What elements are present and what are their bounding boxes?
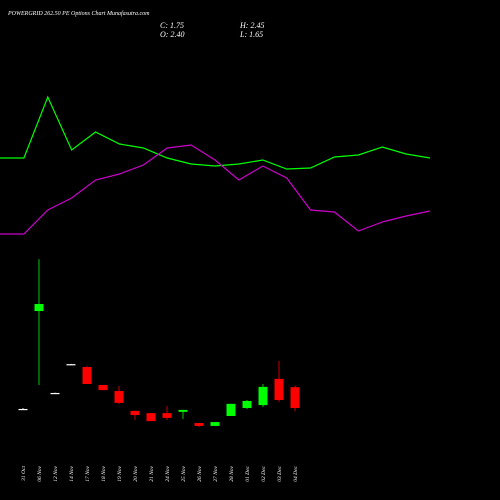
candle-body <box>258 386 268 406</box>
candle-body <box>82 367 92 384</box>
x-tick-label: 18 Nov <box>101 465 107 481</box>
ohlc-label: O: 2.40 <box>160 30 184 39</box>
candle-body <box>290 387 300 408</box>
x-tick-label: 17 Nov <box>85 465 91 481</box>
x-tick-label: 25 Nov <box>181 465 187 481</box>
x-tick-label: 01 Dec <box>245 465 251 481</box>
candle-body <box>178 409 188 412</box>
x-tick-label: 06 Nov <box>37 465 43 481</box>
x-tick-label: 02 Dec <box>261 465 267 481</box>
x-tick-label: 21 Nov <box>149 465 155 481</box>
candle-body <box>146 413 156 422</box>
x-tick-label: 04 Dec <box>292 465 299 481</box>
candle-body <box>130 410 140 416</box>
candle-body <box>242 400 252 408</box>
x-tick-label: 12 Nov <box>53 465 59 481</box>
ohlc-label: C: 1.75 <box>160 21 184 30</box>
candle-body <box>66 364 76 366</box>
candle-body <box>210 422 220 426</box>
x-tick-label: 28 Nov <box>229 465 235 481</box>
chart-title: POWERGRID 262.50 PE Options Chart Munafa… <box>7 10 150 17</box>
x-tick-label: 03 Dec <box>277 465 283 481</box>
x-tick-label: 26 Nov <box>197 465 203 481</box>
ohlc-label: H: 2.45 <box>239 21 264 30</box>
x-tick-label: 27 Nov <box>213 465 219 481</box>
candle-body <box>50 392 60 395</box>
candle-body <box>226 403 236 416</box>
candle-body <box>162 413 172 418</box>
series-line <box>0 95 431 170</box>
candle-body <box>98 384 108 391</box>
x-tick-label: 24 Nov <box>164 465 171 481</box>
x-tick-label: 19 Nov <box>117 465 123 481</box>
candle-body <box>114 391 124 403</box>
candle-body <box>34 304 44 312</box>
candle-body <box>18 408 28 411</box>
x-tick-label: 31 Oct <box>21 466 27 482</box>
candle-body <box>274 378 284 400</box>
candle-body <box>194 423 204 426</box>
x-tick-label: 14 Nov <box>68 465 75 481</box>
x-tick-label: 20 Nov <box>133 465 139 481</box>
ohlc-label: L: 1.65 <box>239 30 263 39</box>
series-line <box>0 144 431 235</box>
